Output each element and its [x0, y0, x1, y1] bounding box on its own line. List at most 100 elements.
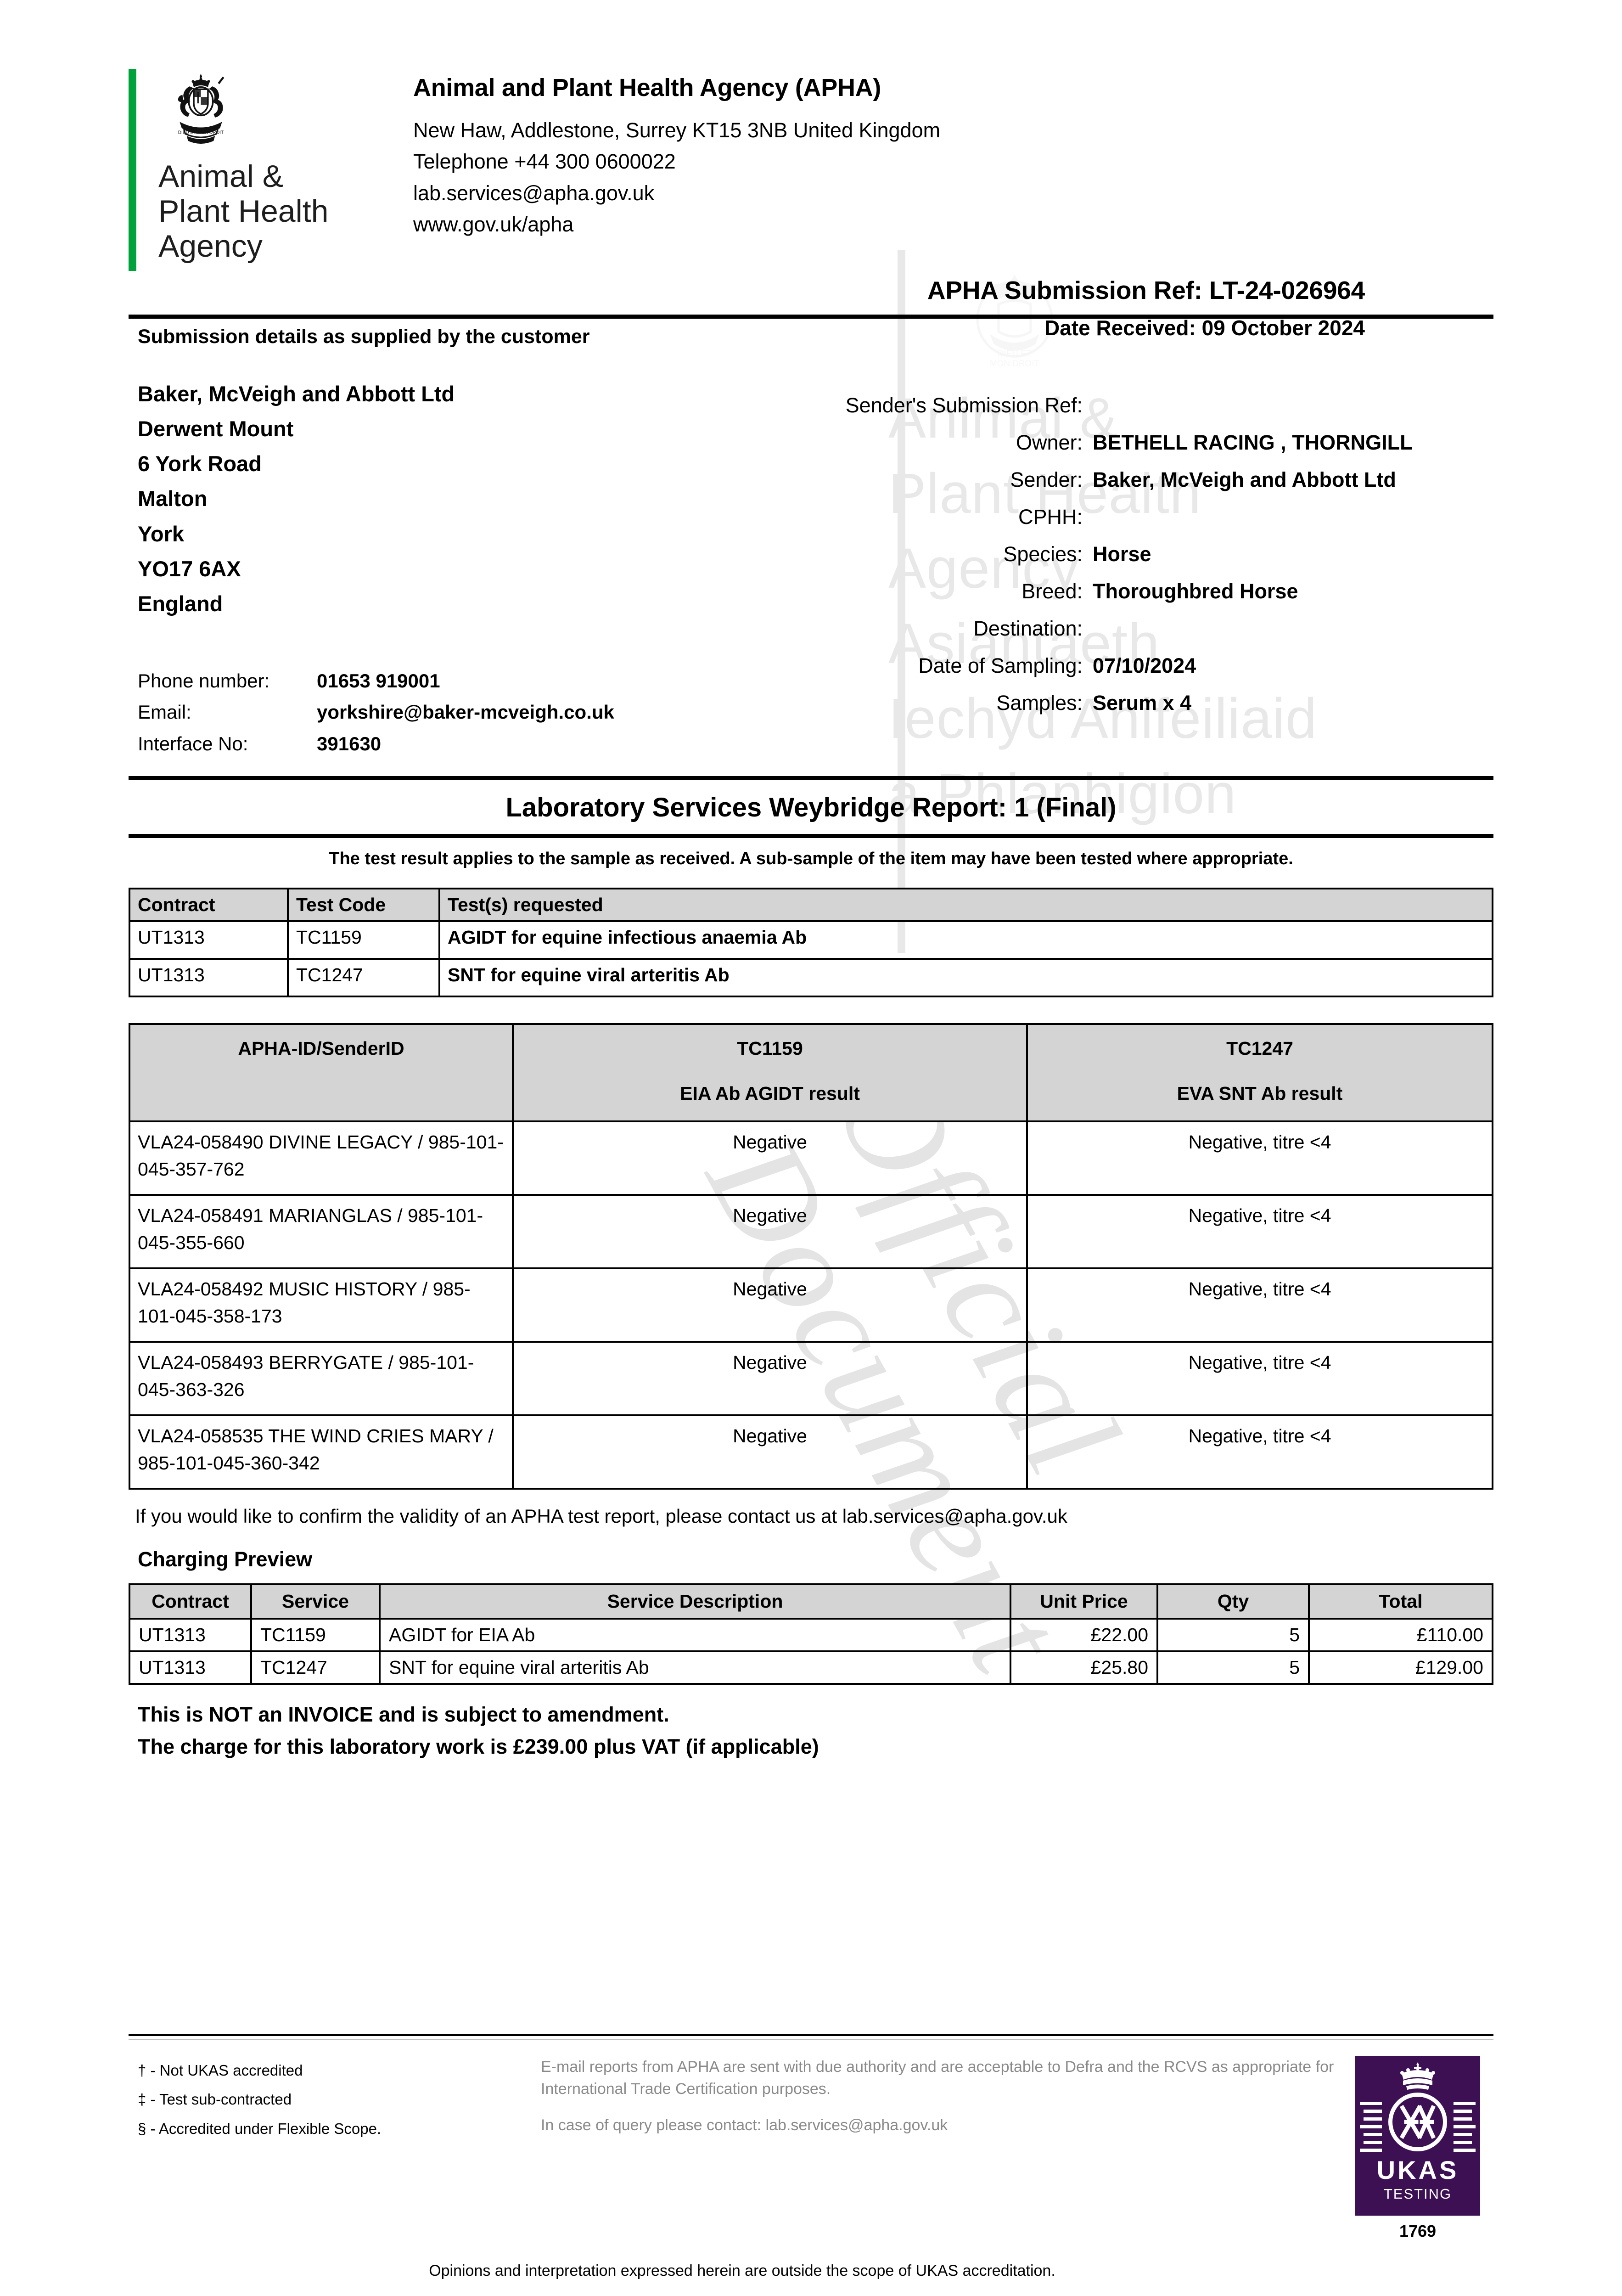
customer-address-block: Baker, McVeigh and Abbott Ltd Derwent Mo…	[129, 377, 780, 760]
meta-row: Samples: Serum x 4	[780, 692, 1493, 713]
agency-website: www.gov.uk/apha	[413, 213, 574, 236]
report-disclaimer: The test result applies to the sample as…	[329, 849, 1293, 869]
table-row: VLA24-058491 MARIANGLAS / 985-101-045-35…	[129, 1194, 1493, 1270]
contact-row: Phone number: 01653 919001	[138, 665, 780, 697]
contact-label: Interface No:	[138, 732, 248, 754]
report-divider-bottom	[129, 834, 1493, 838]
header-divider	[129, 315, 1493, 319]
cell-sample-id: VLA24-058492 MUSIC HISTORY / 985-101-045…	[129, 1267, 514, 1343]
col-tc1159-code: TC1159	[737, 1037, 803, 1059]
validity-confirmation-text: If you would like to confirm the validit…	[135, 1505, 1067, 1527]
meta-row: Date of Sampling: 07/10/2024	[780, 655, 1493, 676]
col-tc1247-label: EVA SNT Ab result	[1177, 1083, 1343, 1104]
meta-value: Baker, McVeigh and Abbott Ltd	[1093, 468, 1396, 491]
meta-label: Sender:	[1010, 468, 1083, 491]
cell-tc1159-result: Negative	[512, 1194, 1028, 1270]
meta-label: Species:	[1003, 542, 1083, 566]
cell-tc1247-result: Negative, titre <4	[1026, 1194, 1493, 1270]
svg-text:DIEU ET MON DROIT: DIEU ET MON DROIT	[178, 130, 224, 135]
cell-service-description: SNT for equine viral arteritis Ab	[379, 1650, 1011, 1685]
crown-icon	[1400, 2062, 1435, 2090]
address-line: 6 York Road	[138, 451, 262, 476]
accreditation-note: † - Not UKAS accredited	[138, 2062, 303, 2079]
opinions-disclaimer: Opinions and interpretation expressed he…	[429, 2262, 1055, 2279]
table-row: VLA24-058492 MUSIC HISTORY / 985-101-045…	[129, 1267, 1493, 1343]
table-row: UT1313 TC1247 SNT for equine viral arter…	[129, 957, 1493, 997]
meta-value: Thoroughbred Horse	[1093, 580, 1298, 603]
contact-value: 01653 919001	[317, 670, 440, 692]
submission-details: Baker, McVeigh and Abbott Ltd Derwent Mo…	[129, 377, 1493, 760]
submission-ref-block: APHA Submission Ref: LT-24-026964 Date R…	[927, 276, 1365, 340]
ukas-monogram-icon	[1399, 2105, 1436, 2139]
col-apha-id: APHA-ID/SenderID	[129, 1023, 514, 1123]
col-tests-requested: Test(s) requested	[438, 887, 1493, 922]
meta-label: Date of Sampling:	[918, 654, 1083, 677]
cell-unit-price: £25.80	[1010, 1650, 1158, 1685]
meta-row: Owner: BETHELL RACING , THORNGILL	[780, 432, 1493, 453]
royal-coat-of-arms-icon: DIEU ET MON DROIT	[178, 73, 224, 144]
meta-label: Destination:	[973, 617, 1083, 640]
meta-label: Samples:	[996, 691, 1083, 715]
agency-contact-block: Animal and Plant Health Agency (APHA) Ne…	[413, 69, 1493, 241]
col-total: Total	[1308, 1583, 1493, 1620]
email-authority-note: E-mail reports from APHA are sent with d…	[541, 2058, 1334, 2098]
query-contact-note: In case of query please contact: lab.ser…	[541, 2116, 948, 2134]
ukas-wordmark: UKAS	[1376, 2155, 1459, 2184]
meta-value: 07/10/2024	[1093, 654, 1196, 677]
submission-meta-block: Sender's Submission Ref: Owner: BETHELL …	[780, 377, 1493, 760]
cell-tc1159-result: Negative	[512, 1267, 1028, 1343]
cell-qty: 5	[1156, 1650, 1310, 1685]
cell-test-code: TC1247	[287, 957, 440, 997]
ukas-number: 1769	[1399, 2222, 1437, 2240]
contact-value: 391630	[317, 732, 382, 754]
contact-label: Phone number:	[138, 670, 270, 692]
charging-table: Contract Service Service Description Uni…	[129, 1583, 1493, 1685]
col-contract: Contract	[129, 1583, 252, 1620]
table-row: VLA24-058493 BERRYGATE / 985-101-045-363…	[129, 1341, 1493, 1417]
contact-value: yorkshire@baker-mcveigh.co.uk	[317, 701, 614, 723]
document-footer: † - Not UKAS accredited ‡ - Test sub-con…	[129, 2034, 1493, 2296]
cell-contract: UT1313	[129, 1650, 252, 1685]
meta-row: Breed: Thoroughbred Horse	[780, 581, 1493, 602]
logo-green-bar	[129, 69, 136, 271]
table-header-row: Contract Test Code Test(s) requested	[129, 887, 1493, 922]
col-tc1159-label: EIA Ab AGIDT result	[680, 1083, 860, 1104]
contact-label: Email:	[138, 701, 191, 723]
cell-service: TC1159	[250, 1618, 381, 1653]
col-qty: Qty	[1156, 1583, 1310, 1620]
col-tc1159: TC1159 EIA Ab AGIDT result	[512, 1023, 1028, 1123]
meta-label: CPHH:	[1018, 505, 1083, 529]
not-invoice-note-1: This is NOT an INVOICE and is subject to…	[138, 1703, 669, 1727]
tests-requested-table: Contract Test Code Test(s) requested UT1…	[129, 887, 1493, 997]
agency-telephone: Telephone +44 300 0600022	[413, 150, 676, 174]
col-service-description: Service Description	[379, 1583, 1011, 1620]
address-line: YO17 6AX	[138, 556, 241, 581]
report-divider-top	[129, 776, 1493, 781]
cell-test-code: TC1159	[287, 920, 440, 960]
accreditation-note: § - Accredited under Flexible Scope.	[138, 2120, 382, 2137]
address-line: Baker, McVeigh and Abbott Ltd	[138, 382, 455, 406]
cell-sample-id: VLA24-058535 THE WIND CRIES MARY / 985-1…	[129, 1414, 514, 1490]
cell-tc1247-result: Negative, titre <4	[1026, 1414, 1493, 1490]
meta-label: Sender's Submission Ref:	[845, 394, 1083, 417]
footer-divider	[129, 2034, 1493, 2036]
document-header: DIEU ET MON DROIT Animal & Plant Health …	[129, 0, 1493, 271]
table-row: UT1313 TC1159 AGIDT for equine infectiou…	[129, 920, 1493, 960]
cell-tc1247-result: Negative, titre <4	[1026, 1120, 1493, 1196]
ukas-logo: UKAS TESTING	[1355, 2056, 1480, 2216]
cell-sample-id: VLA24-058493 BERRYGATE / 985-101-045-363…	[129, 1341, 514, 1417]
col-apha-id-line1: APHA-ID/SenderID	[238, 1037, 404, 1059]
meta-row: Species: Horse	[780, 544, 1493, 564]
address-line: England	[138, 591, 223, 616]
meta-value: Serum x 4	[1093, 691, 1192, 715]
cell-sample-id: VLA24-058490 DIVINE LEGACY / 985-101-045…	[129, 1120, 514, 1196]
cell-test-description: SNT for equine viral arteritis Ab	[438, 957, 1493, 997]
submission-ref: APHA Submission Ref: LT-24-026964	[927, 276, 1365, 304]
cell-service: TC1247	[250, 1650, 381, 1685]
accreditation-notes: † - Not UKAS accredited ‡ - Test sub-con…	[129, 2056, 528, 2241]
col-tc1247: TC1247 EVA SNT Ab result	[1026, 1023, 1493, 1123]
apha-logo-text: Animal & Plant Health Agency	[158, 159, 329, 264]
col-test-code: Test Code	[287, 887, 440, 922]
agency-name: Animal and Plant Health Agency (APHA)	[413, 74, 881, 101]
contact-row: Email: yorkshire@baker-mcveigh.co.uk	[138, 697, 780, 728]
